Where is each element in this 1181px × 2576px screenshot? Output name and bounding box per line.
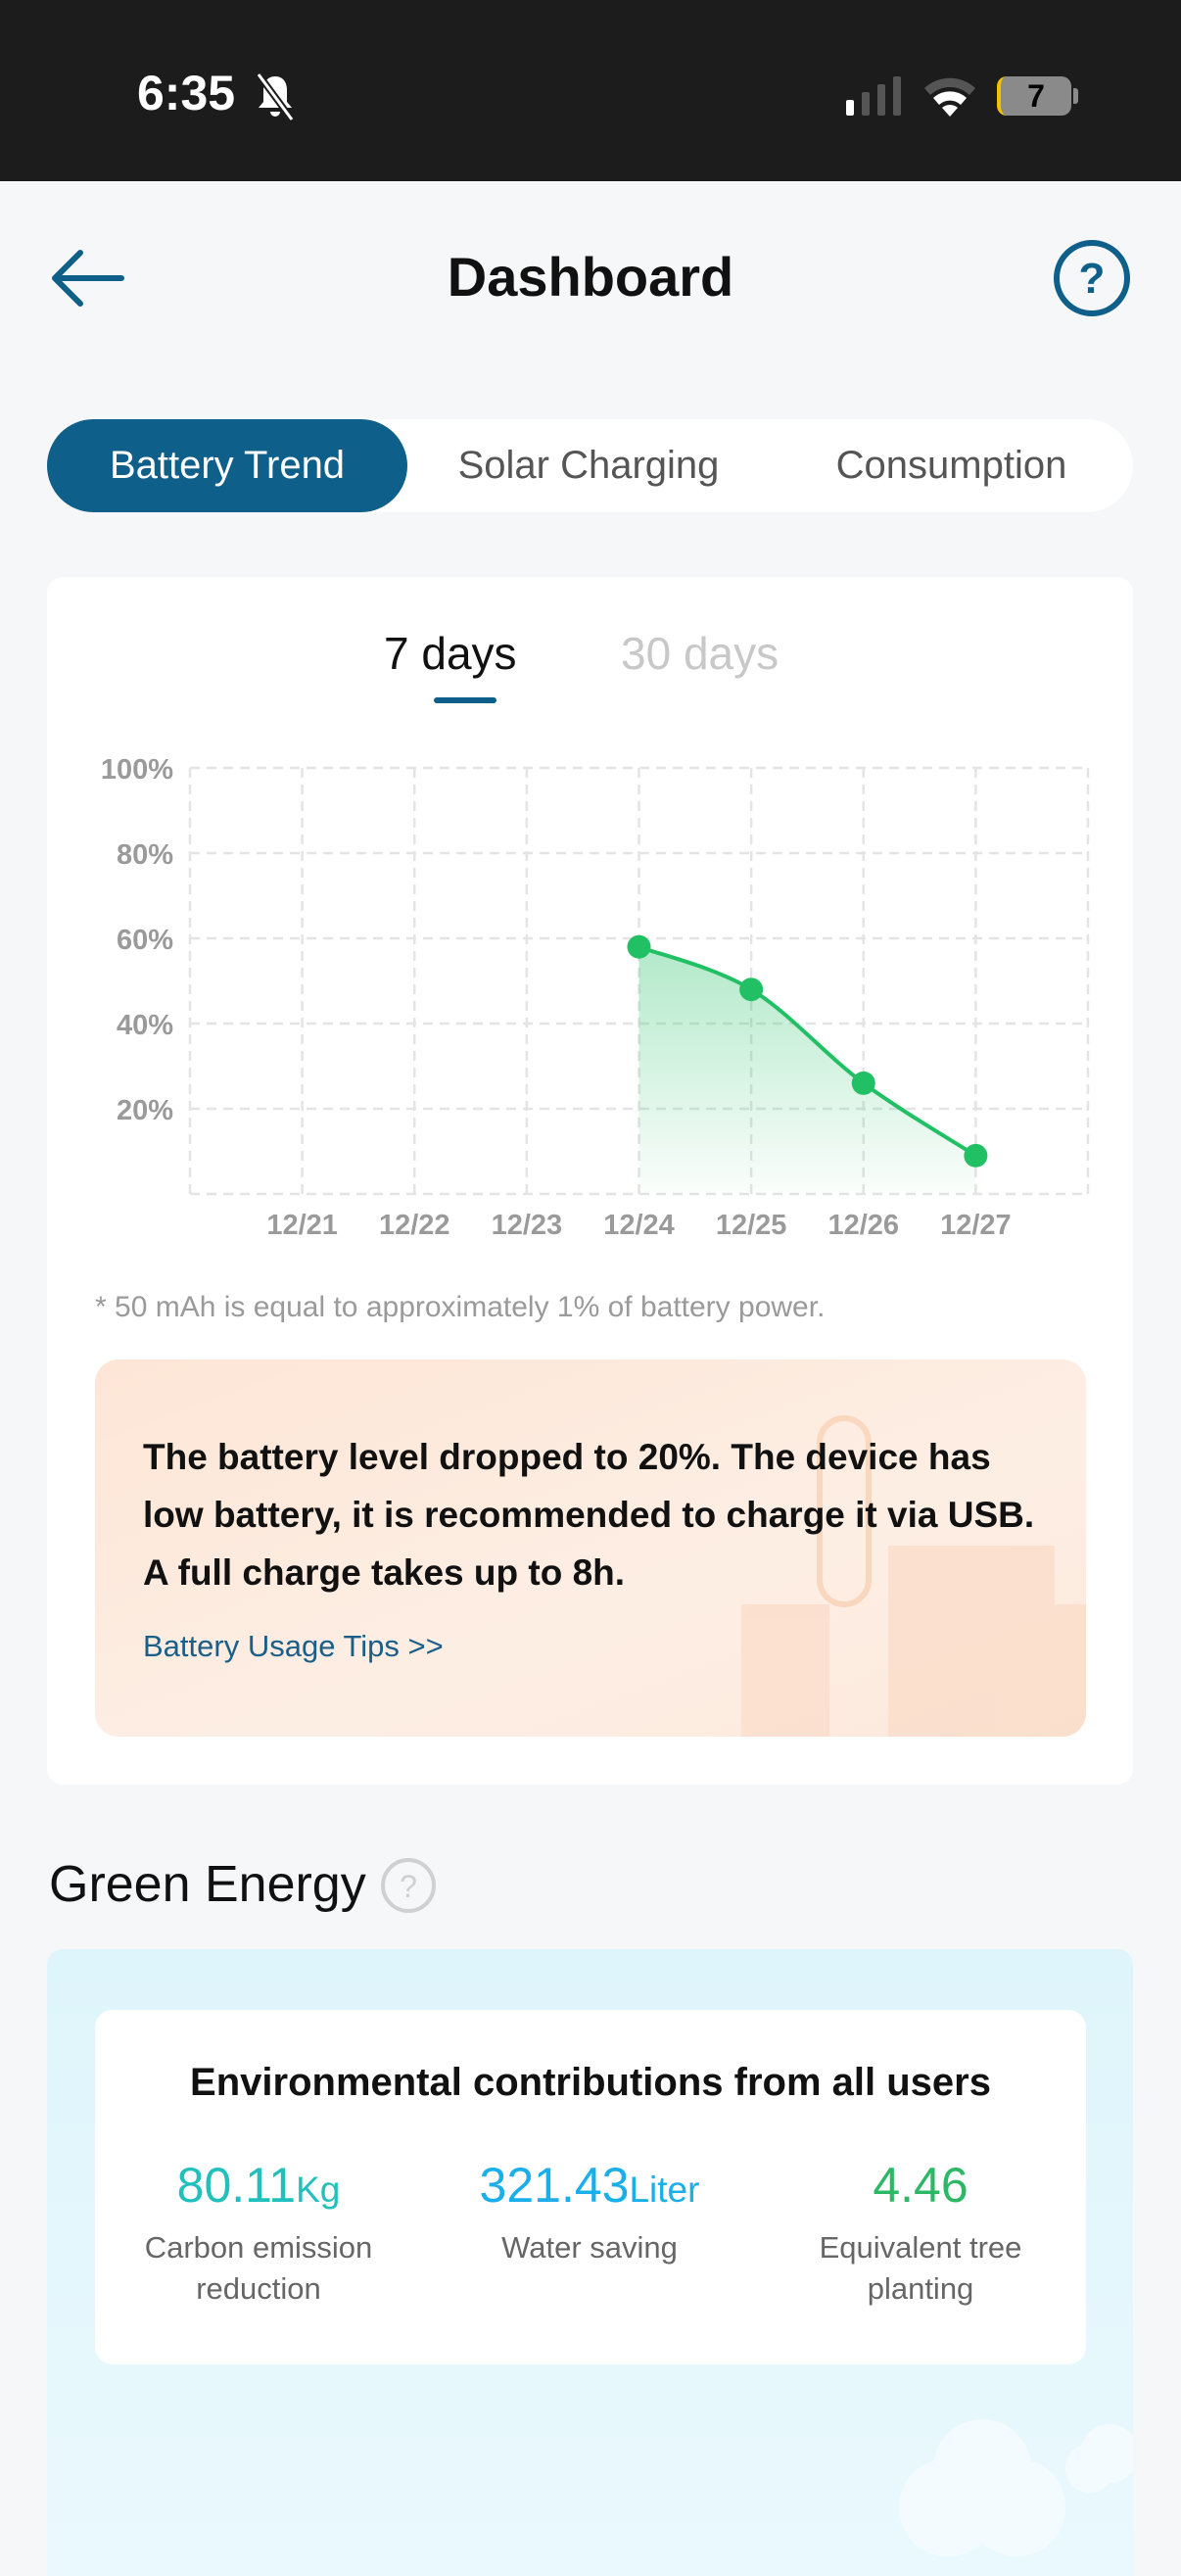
stat-label: Water saving bbox=[501, 2230, 678, 2265]
wifi-icon bbox=[924, 77, 975, 117]
arrow-left-icon[interactable] bbox=[47, 245, 129, 311]
stat-label: Carbon emission reduction bbox=[144, 2230, 373, 2306]
question-circle-icon[interactable]: ? bbox=[380, 1857, 437, 1914]
series-line bbox=[638, 944, 977, 1158]
cloud-illustration bbox=[899, 2419, 1133, 2556]
bell-slash-icon bbox=[256, 72, 295, 121]
environmental-contributions-card: Environmental contributions from all use… bbox=[95, 2010, 1086, 2364]
x-tick-label: 12/22 bbox=[379, 1210, 450, 1241]
page-title: Dashboard bbox=[447, 246, 734, 308]
stat-unit: Liter bbox=[629, 2170, 700, 2210]
x-tick-label: 12/27 bbox=[940, 1210, 1012, 1241]
x-tick-label: 12/24 bbox=[603, 1210, 675, 1241]
stat-water: 321.43Liter Water saving bbox=[423, 2157, 756, 2268]
battery-level: 7 bbox=[1027, 78, 1045, 114]
question-circle-icon[interactable]: ? bbox=[1053, 239, 1131, 317]
stat-value: 80.11 bbox=[176, 2158, 297, 2213]
y-tick-label: 100% bbox=[101, 754, 173, 786]
data-point bbox=[851, 1071, 875, 1095]
y-tick-label: 40% bbox=[117, 1010, 173, 1041]
stat-value: 4.46 bbox=[873, 2158, 968, 2213]
status-bar: 6:35 7 bbox=[0, 0, 1181, 181]
battery-usage-tips-link[interactable]: Battery Usage Tips >> bbox=[143, 1629, 444, 1663]
low-battery-alert: The battery level dropped to 20%. The de… bbox=[95, 1360, 1086, 1737]
battery-illustration bbox=[741, 1415, 1086, 1737]
cellular-signal-icon bbox=[846, 76, 901, 116]
battery-cap bbox=[1073, 88, 1078, 104]
svg-text:?: ? bbox=[400, 1869, 417, 1904]
tab-solar-charging[interactable]: Solar Charging bbox=[457, 444, 720, 487]
stat-trees: 4.46 Equivalent tree planting bbox=[754, 2157, 1087, 2310]
card-title: Environmental contributions from all use… bbox=[190, 2061, 991, 2104]
footnote: * 50 mAh is equal to approximately 1% of… bbox=[95, 1291, 826, 1323]
svg-text:?: ? bbox=[1079, 255, 1106, 303]
y-tick-label: 80% bbox=[117, 839, 173, 871]
green-energy-title: Green Energy bbox=[49, 1856, 366, 1913]
stat-carbon: 80.11Kg Carbon emission reduction bbox=[92, 2157, 425, 2310]
x-tick-label: 12/21 bbox=[266, 1210, 338, 1241]
alert-message: The battery level dropped to 20%. The de… bbox=[143, 1437, 1035, 1593]
active-period-underline bbox=[434, 697, 496, 703]
data-point bbox=[739, 978, 764, 1002]
data-point bbox=[964, 1143, 988, 1168]
x-tick-label: 12/26 bbox=[827, 1210, 899, 1241]
stat-value: 321.43 bbox=[479, 2158, 630, 2213]
stat-label: Equivalent tree planting bbox=[819, 2230, 1022, 2306]
period-7-days[interactable]: 7 days bbox=[384, 628, 517, 679]
tab-bar: Battery Trend Solar Charging Consumption bbox=[47, 419, 1133, 512]
tab-consumption[interactable]: Consumption bbox=[835, 444, 1067, 487]
data-point bbox=[627, 934, 651, 959]
x-tick-label: 12/25 bbox=[716, 1210, 787, 1241]
period-30-days[interactable]: 30 days bbox=[621, 628, 779, 679]
battery-trend-chart: 20% 40% 60% 80% 100% 12/21 12/22 12/23 12/24 12/2… bbox=[101, 754, 1090, 1241]
battery-icon: 7 bbox=[997, 76, 1071, 116]
tab-battery-trend[interactable]: Battery Trend bbox=[47, 419, 407, 512]
area-fill bbox=[638, 946, 976, 1194]
status-time: 6:35 bbox=[137, 66, 236, 120]
stat-unit: Kg bbox=[296, 2170, 341, 2210]
y-tick-label: 20% bbox=[117, 1095, 173, 1126]
y-tick-label: 60% bbox=[117, 925, 173, 956]
x-tick-label: 12/23 bbox=[492, 1210, 563, 1241]
